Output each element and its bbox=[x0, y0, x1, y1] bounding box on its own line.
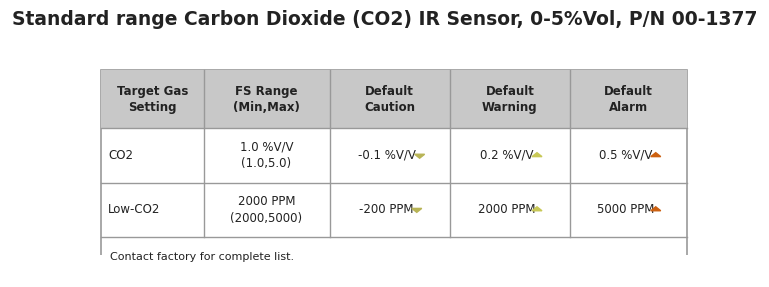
Text: 1.0 %V/V
(1.0,5.0): 1.0 %V/V (1.0,5.0) bbox=[240, 140, 293, 170]
Polygon shape bbox=[532, 207, 542, 211]
Text: 2000 PPM: 2000 PPM bbox=[478, 203, 536, 216]
Text: Default
Alarm: Default Alarm bbox=[604, 85, 653, 114]
Text: Standard range Carbon Dioxide (CO2) IR Sensor, 0-5%Vol, P/N 00-1377: Standard range Carbon Dioxide (CO2) IR S… bbox=[12, 10, 757, 29]
Bar bbox=[101, 70, 687, 128]
Text: -200 PPM: -200 PPM bbox=[359, 203, 414, 216]
Polygon shape bbox=[414, 154, 424, 158]
Text: CO2: CO2 bbox=[108, 149, 133, 162]
Text: 0.5 %V/V: 0.5 %V/V bbox=[599, 149, 652, 162]
Text: 0.2 %V/V: 0.2 %V/V bbox=[480, 149, 534, 162]
Polygon shape bbox=[411, 208, 421, 212]
Polygon shape bbox=[532, 153, 542, 157]
Text: Low-CO2: Low-CO2 bbox=[108, 203, 161, 216]
Text: FS Range
(Min,Max): FS Range (Min,Max) bbox=[233, 85, 300, 114]
Text: Default
Caution: Default Caution bbox=[365, 85, 415, 114]
Text: -0.1 %V/V: -0.1 %V/V bbox=[358, 149, 416, 162]
Text: 5000 PPM: 5000 PPM bbox=[597, 203, 654, 216]
Text: Target Gas
Setting: Target Gas Setting bbox=[117, 85, 188, 114]
Text: Contact factory for complete list.: Contact factory for complete list. bbox=[110, 251, 294, 261]
Polygon shape bbox=[651, 153, 661, 157]
Polygon shape bbox=[651, 207, 661, 211]
Text: 2000 PPM
(2000,5000): 2000 PPM (2000,5000) bbox=[231, 195, 303, 224]
Text: Default
Warning: Default Warning bbox=[482, 85, 538, 114]
